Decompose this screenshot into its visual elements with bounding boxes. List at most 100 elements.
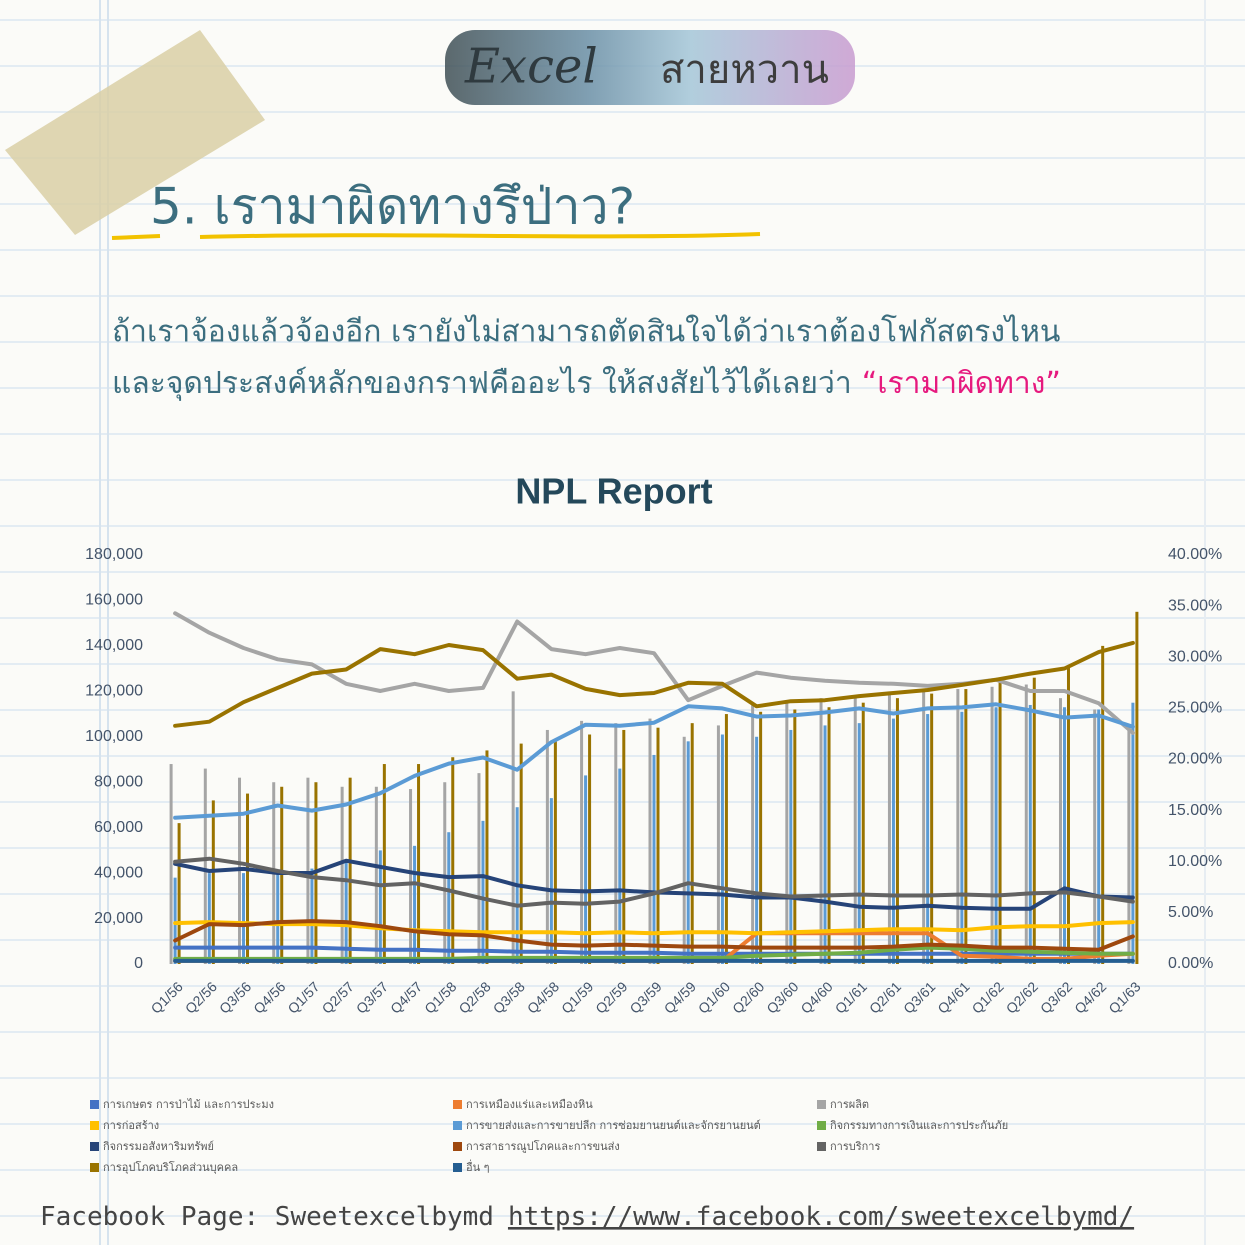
bar bbox=[584, 775, 588, 964]
footer: Facebook Page: Sweetexcelbymd https://www… bbox=[40, 1202, 1134, 1232]
legend-swatch bbox=[90, 1142, 99, 1151]
y-tick-label: 60,000 bbox=[94, 819, 143, 836]
bar bbox=[169, 764, 173, 964]
bar bbox=[382, 764, 386, 964]
bar bbox=[276, 873, 280, 964]
bar bbox=[177, 823, 181, 964]
y-tick-label: 180,000 bbox=[85, 546, 143, 563]
line-series bbox=[173, 945, 1135, 956]
bar bbox=[242, 873, 246, 964]
bar bbox=[990, 686, 994, 964]
bar bbox=[310, 868, 314, 964]
bar bbox=[823, 725, 827, 964]
bar bbox=[451, 757, 455, 964]
bar bbox=[853, 695, 857, 964]
bar bbox=[447, 832, 451, 964]
bar bbox=[1024, 684, 1028, 964]
legend-label: อื่น ๆ bbox=[466, 1159, 490, 1174]
bar bbox=[614, 723, 618, 964]
bar bbox=[956, 689, 960, 964]
bar bbox=[519, 743, 523, 964]
legend-label: การเหมืองแร่และเหมืองหิน bbox=[466, 1098, 593, 1111]
bar bbox=[720, 734, 724, 964]
bar bbox=[549, 798, 553, 964]
highlight: “เรามาผิดทาง” bbox=[862, 366, 1061, 401]
chart-title: NPL Report bbox=[515, 471, 712, 512]
y-tick-label: 100,000 bbox=[85, 728, 143, 745]
bar bbox=[887, 693, 891, 964]
bar bbox=[340, 786, 344, 964]
paragraph-line: ถ้าเราจ้องแล้วจ้องอีก เรายังไม่สามารถตัด… bbox=[112, 314, 1060, 350]
legend-label: การขายส่งและการขายปลีก การซ่อมยานยนต์และ… bbox=[466, 1119, 761, 1132]
bar bbox=[211, 800, 215, 964]
bar bbox=[511, 691, 515, 964]
bar bbox=[861, 702, 865, 964]
bar bbox=[857, 723, 861, 964]
bar bbox=[1028, 704, 1032, 964]
legend-swatch bbox=[90, 1121, 99, 1130]
legend-label: กิจกรรมทางการเงินและการประกันภัย bbox=[830, 1119, 1009, 1132]
bar bbox=[793, 709, 797, 964]
legend-swatch bbox=[90, 1100, 99, 1109]
y-tick-label: 160,000 bbox=[85, 592, 143, 609]
bar bbox=[588, 734, 592, 964]
bar bbox=[891, 718, 895, 964]
bar bbox=[1101, 645, 1105, 964]
bar bbox=[545, 729, 549, 964]
bar bbox=[682, 736, 686, 964]
bar bbox=[477, 773, 481, 964]
legend-swatch bbox=[453, 1163, 462, 1172]
bar bbox=[930, 693, 934, 964]
y2-tick-label: 30.00% bbox=[1168, 648, 1222, 665]
bar bbox=[1093, 709, 1097, 964]
bar bbox=[622, 729, 626, 964]
y2-tick-label: 0.00% bbox=[1168, 955, 1213, 972]
bar bbox=[926, 714, 930, 964]
legend-swatch bbox=[453, 1121, 462, 1130]
bar bbox=[827, 707, 831, 964]
heading: 5. เรามาผิดทางรึป่าว? bbox=[150, 178, 635, 236]
tape bbox=[5, 30, 265, 235]
bar bbox=[378, 850, 382, 964]
bar bbox=[994, 707, 998, 964]
footer-link[interactable]: https://www.facebook.com/sweetexcelbymd/ bbox=[508, 1202, 1134, 1232]
bar bbox=[246, 793, 250, 964]
bar bbox=[759, 711, 763, 964]
legend-swatch bbox=[453, 1100, 462, 1109]
bar bbox=[819, 698, 823, 964]
bar bbox=[922, 691, 926, 964]
y-tick-label: 20,000 bbox=[94, 910, 143, 927]
bar bbox=[964, 689, 968, 964]
bar bbox=[1032, 677, 1036, 964]
line-series bbox=[173, 920, 1135, 936]
bar bbox=[409, 789, 413, 964]
line-series bbox=[173, 640, 1135, 728]
bar bbox=[618, 768, 622, 964]
y-tick-label: 140,000 bbox=[85, 637, 143, 654]
y2-tick-label: 15.00% bbox=[1168, 802, 1222, 819]
y-tick-label: 120,000 bbox=[85, 683, 143, 700]
bar bbox=[1131, 702, 1135, 964]
line-series bbox=[173, 702, 1135, 820]
bar bbox=[1062, 707, 1066, 964]
y2-tick-label: 20.00% bbox=[1168, 751, 1222, 768]
bar bbox=[751, 704, 755, 964]
legend-label: กิจกรรมอสังหาริมทรัพย์ bbox=[103, 1140, 214, 1153]
y-tick-label: 0 bbox=[134, 955, 143, 972]
bar bbox=[306, 777, 310, 964]
legend-swatch bbox=[817, 1100, 826, 1109]
bar bbox=[648, 718, 652, 964]
bar bbox=[348, 777, 352, 964]
line-series bbox=[173, 856, 1135, 908]
bar bbox=[374, 786, 378, 964]
logo-right: สายหวาน bbox=[660, 47, 829, 93]
bar bbox=[1127, 725, 1131, 964]
y2-tick-label: 40.00% bbox=[1168, 546, 1222, 563]
bar bbox=[656, 727, 660, 964]
bar bbox=[413, 845, 417, 964]
bar bbox=[1058, 698, 1062, 964]
y2-tick-label: 10.00% bbox=[1168, 853, 1222, 870]
legend-label: การผลิต bbox=[830, 1098, 869, 1111]
paragraph-line: และจุดประสงค์หลักของกราฟคืออะไร ให้สงสัย… bbox=[112, 365, 1061, 402]
legend-label: การเกษตร การป่าไม้ และการประมง bbox=[103, 1098, 274, 1111]
